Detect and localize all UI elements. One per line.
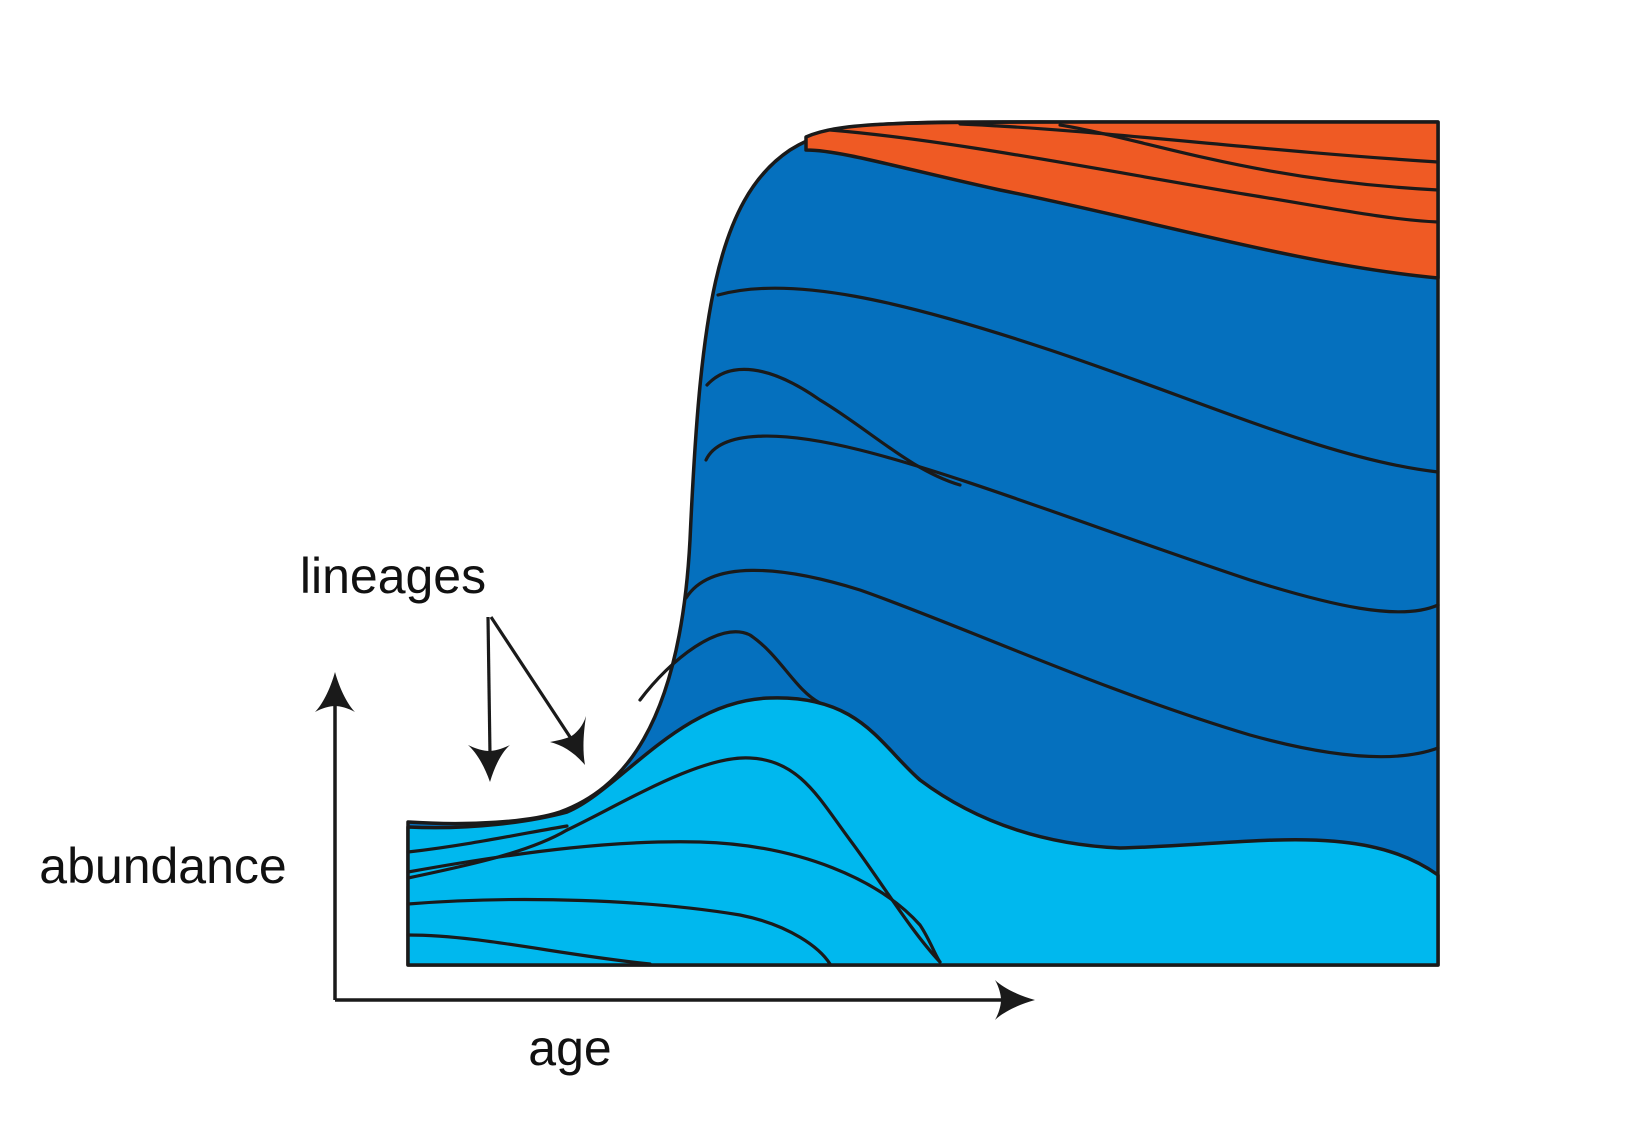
lineage-line — [406, 840, 942, 964]
age-label: age — [528, 1020, 611, 1076]
pointer-line — [486, 616, 492, 756]
lineage-line — [406, 824, 569, 854]
lineage-line — [1058, 123, 1440, 192]
lineage-line — [704, 434, 1440, 614]
lineage-line — [958, 122, 1440, 164]
lineages-label: lineages — [300, 548, 486, 604]
arrow-down-icon — [550, 716, 586, 765]
lineage-line — [406, 933, 652, 966]
arrow-up-icon — [315, 672, 355, 712]
lineage-line — [828, 128, 1440, 224]
axes — [315, 672, 1035, 1020]
lineage-line — [406, 897, 832, 966]
abundance-area — [406, 120, 1440, 967]
lineage-line — [684, 568, 1440, 759]
abundance-label: abundance — [39, 838, 286, 894]
arrow-down-icon — [468, 745, 510, 782]
lineage-pointers — [468, 616, 586, 782]
lineage-line — [716, 286, 1440, 474]
lineage-lines — [406, 122, 1440, 966]
pointer-line — [489, 616, 574, 741]
arrow-right-icon — [995, 980, 1035, 1020]
light-blue-region — [406, 696, 1440, 967]
orange-region — [804, 120, 1440, 280]
lineage-line — [638, 630, 822, 705]
